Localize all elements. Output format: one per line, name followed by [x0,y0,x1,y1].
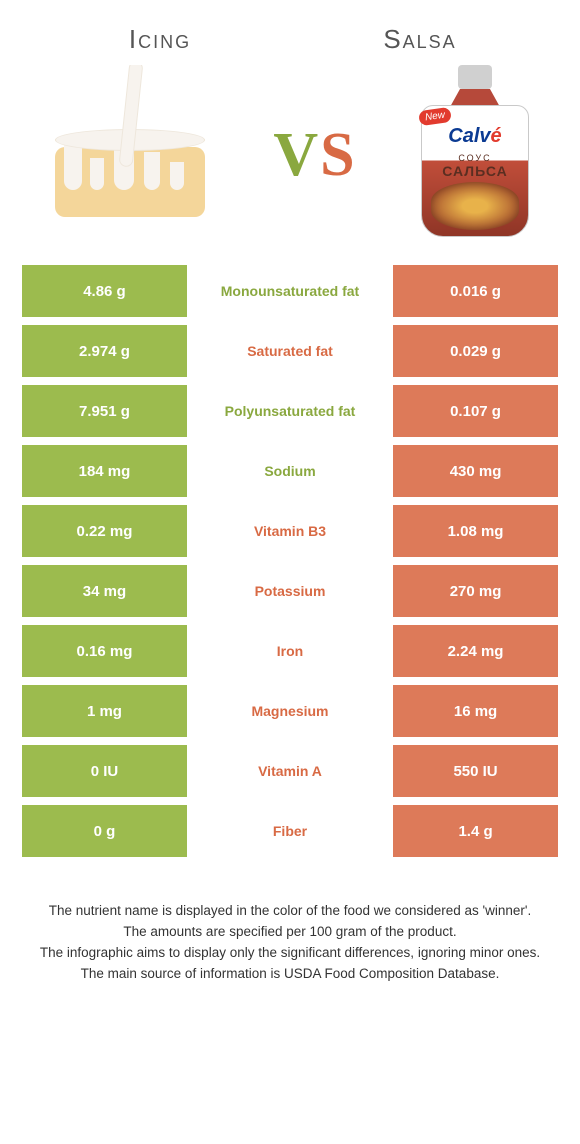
nutrient-label: Magnesium [187,685,393,737]
value-right: 1.08 mg [393,505,558,557]
cake-icon [30,65,230,245]
table-row: 7.951 gPolyunsaturated fat0.107 g [22,385,558,437]
table-row: 4.86 gMonounsaturated fat0.016 g [22,265,558,317]
value-right: 1.4 g [393,805,558,857]
nutrient-label: Sodium [187,445,393,497]
value-right: 2.24 mg [393,625,558,677]
value-left: 2.974 g [22,325,187,377]
nutrient-label: Vitamin B3 [187,505,393,557]
images-row: VS New Calvé СОУС САЛЬСА [0,65,580,265]
nutrient-label: Fiber [187,805,393,857]
table-row: 0.16 mgIron2.24 mg [22,625,558,677]
value-left: 7.951 g [22,385,187,437]
value-right: 0.016 g [393,265,558,317]
food-title-left: Icing [30,24,290,55]
food-image-salsa: New Calvé СОУС САЛЬСА [400,65,550,245]
pouch-brand-accent: é [491,125,502,147]
nutrient-table: 4.86 gMonounsaturated fat0.016 g2.974 gS… [0,265,580,857]
footnote-line: The nutrient name is displayed in the co… [34,901,546,922]
food-image-icing [30,65,230,245]
nutrient-label: Vitamin A [187,745,393,797]
table-row: 0 gFiber1.4 g [22,805,558,857]
value-left: 0.22 mg [22,505,187,557]
nutrient-label: Saturated fat [187,325,393,377]
table-row: 0.22 mgVitamin B31.08 mg [22,505,558,557]
pouch-brand-main: Calv [448,125,490,147]
value-right: 270 mg [393,565,558,617]
value-right: 0.107 g [393,385,558,437]
table-row: 34 mgPotassium270 mg [22,565,558,617]
footnote-line: The infographic aims to display only the… [34,943,546,964]
value-left: 4.86 g [22,265,187,317]
food-title-right: Salsa [290,24,550,55]
table-row: 2.974 gSaturated fat0.029 g [22,325,558,377]
value-right: 430 mg [393,445,558,497]
pouch-sub1: СОУС [458,153,491,163]
footnote-line: The main source of information is USDA F… [34,964,546,985]
table-row: 1 mgMagnesium16 mg [22,685,558,737]
nutrient-label: Monounsaturated fat [187,265,393,317]
footnote-line: The amounts are specified per 100 gram o… [34,922,546,943]
pouch-brand: Calvé [448,125,501,148]
nutrient-label: Polyunsaturated fat [187,385,393,437]
table-row: 0 IUVitamin A550 IU [22,745,558,797]
value-left: 1 mg [22,685,187,737]
value-left: 0 g [22,805,187,857]
footnotes: The nutrient name is displayed in the co… [0,865,580,985]
table-row: 184 mgSodium430 mg [22,445,558,497]
nutrient-label: Iron [187,625,393,677]
vs-letter-v: V [273,121,320,189]
vs-badge: VS [273,120,356,191]
pouch-sub2: САЛЬСА [442,163,507,179]
nutrient-label: Potassium [187,565,393,617]
value-left: 0.16 mg [22,625,187,677]
value-left: 34 mg [22,565,187,617]
salsa-pouch-icon: New Calvé СОУС САЛЬСА [405,65,545,245]
value-left: 0 IU [22,745,187,797]
vs-letter-s: S [320,121,356,189]
header-row: Icing Salsa [0,0,580,65]
value-left: 184 mg [22,445,187,497]
value-right: 16 mg [393,685,558,737]
value-right: 0.029 g [393,325,558,377]
value-right: 550 IU [393,745,558,797]
